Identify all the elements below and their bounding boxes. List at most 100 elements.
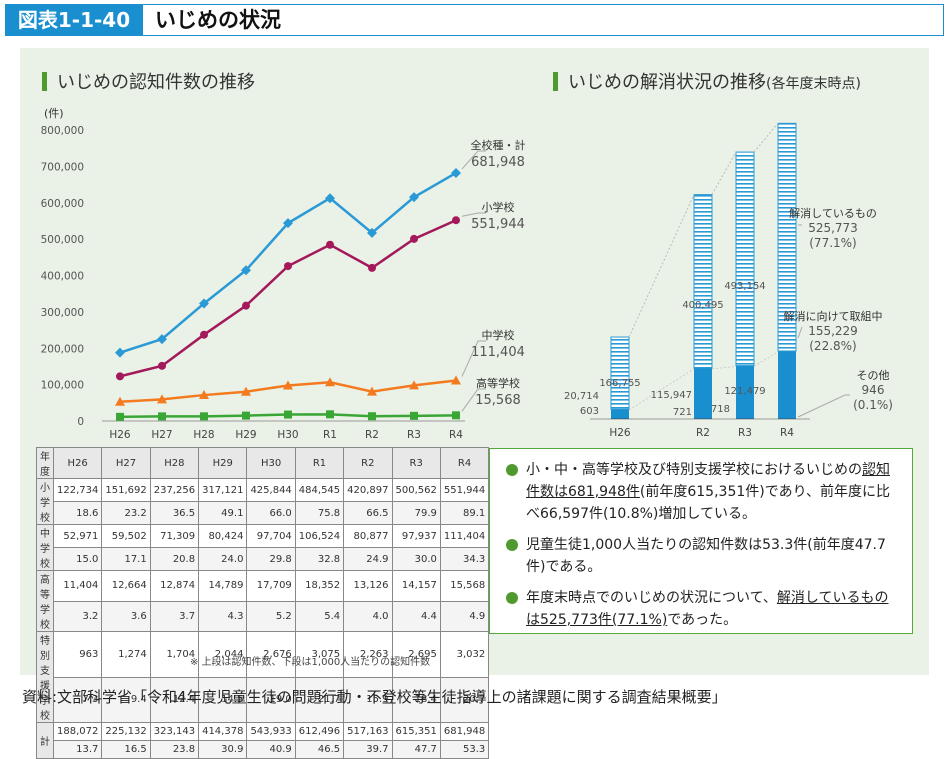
count-cell: 2,676 [246, 631, 296, 678]
legend-name: 解消に向けて取組中 [784, 309, 883, 323]
count-cell: 414,378 [198, 722, 248, 741]
data-point [451, 375, 461, 385]
count-cell: 12,664 [101, 570, 151, 602]
connector-line [711, 365, 737, 370]
column-header: H28 [149, 447, 200, 479]
data-point [158, 361, 166, 370]
count-cell: 3,032 [439, 631, 490, 678]
title-accent-bar [42, 72, 47, 91]
x-tick-label: H26 [109, 429, 131, 441]
count-cell: 225,132 [101, 722, 151, 741]
bar-value-label: 718 [711, 404, 730, 415]
connector-line [753, 123, 779, 153]
x-tick-label: R4 [780, 427, 794, 439]
y-tick-label: 800,000 [41, 125, 84, 137]
count-cell: 106,524 [294, 524, 345, 548]
leader-line [461, 212, 486, 217]
bar-segment [735, 151, 755, 367]
bar-value-label: 20,714 [564, 391, 599, 402]
data-point [367, 386, 377, 396]
data-point [200, 330, 208, 339]
x-tick-label: R1 [323, 429, 337, 441]
column-header: R2 [343, 447, 393, 479]
rate-cell: 3.2 [52, 600, 103, 632]
rate-cell: 39.7 [343, 740, 393, 759]
x-tick-label: H29 [235, 429, 256, 441]
data-point [326, 240, 334, 249]
legend-percent: (77.1%) [809, 236, 856, 250]
column-header: H26 [52, 447, 103, 479]
rate-cell: 20.7 [439, 676, 490, 723]
legend-value: 155,229 [808, 324, 858, 338]
count-cell: 963 [52, 631, 103, 678]
title-accent-bar [553, 72, 558, 91]
table-row-rate: 18.6 23.2 36.5 49.1 66.0 75.8 66.5 79.9 89.1 [37, 501, 490, 525]
leader-line [797, 394, 850, 418]
rate-cell: 75.8 [294, 501, 345, 525]
count-cell: 12,874 [149, 570, 200, 602]
count-cell: 3,075 [294, 631, 345, 678]
data-point [157, 394, 167, 404]
count-cell: 97,937 [391, 524, 441, 548]
count-cell: 97,704 [246, 524, 296, 548]
x-tick-label: H27 [151, 429, 172, 441]
count-cell: 17,709 [246, 570, 296, 602]
year-header-cell: 年度 [36, 447, 54, 479]
summary-text: (前年度615,351件)であり、前年度に比べ66,597件(10.8%)増加し… [526, 484, 891, 522]
bullet-icon [506, 592, 518, 604]
bar-segment [694, 367, 712, 419]
figure-title: いじめの状況 [145, 4, 944, 36]
rate-cell: 46.5 [294, 740, 345, 759]
rate-cell: 32.8 [294, 547, 345, 571]
table-row-rate: 3.2 3.6 3.7 4.3 5.2 5.4 4.0 4.4 4.9 [37, 600, 490, 632]
table-row-count: 高等学校 11,404 12,664 12,874 14,789 17,709 18,352… [36, 570, 490, 632]
count-cell: 543,933 [246, 722, 296, 741]
data-point [115, 396, 125, 406]
data-point [116, 412, 124, 421]
rate-cell: 4.3 [198, 600, 248, 632]
rate-cell: 13.7 [52, 740, 103, 759]
connector-line [628, 194, 695, 338]
data-point [451, 167, 461, 178]
source-note: 資料:文部科学省「令和4年度児童生徒の問題行動・不登校等生徒指導上の諸課題に関す… [22, 688, 727, 706]
data-point [368, 412, 376, 421]
series-name-label: 小学校 [482, 200, 515, 214]
count-cell: 122,734 [52, 478, 103, 502]
count-cell: 500,562 [391, 478, 441, 502]
rate-cell: 4.0 [343, 600, 393, 632]
y-tick-label: 0 [77, 416, 84, 428]
count-cell: 188,072 [52, 722, 103, 741]
connector-line [628, 368, 695, 411]
summary-text: 小・中・高等学校及び特別支援学校におけるいじめの [526, 462, 862, 478]
summary-highlight: 解消しているものは525,773件(77.1%) [526, 590, 889, 628]
rate-cell: 4.4 [391, 600, 441, 632]
rate-cell: 17.1 [101, 547, 151, 571]
rate-cell: 21.7 [294, 676, 345, 723]
count-cell: 15,568 [439, 570, 490, 602]
row-header: 計 [36, 722, 54, 759]
x-tick-label: H26 [609, 427, 631, 439]
column-header: R1 [294, 447, 345, 479]
summary-text: 児童生徒1,000人当たりの認知件数は53.3件(前年度47.7件)である。 [526, 537, 886, 575]
summary-item: 年度末時点でのいじめの状況について、解消しているものは525,773件(77.1… [506, 587, 900, 631]
data-point [284, 262, 292, 271]
count-cell: 14,789 [198, 570, 248, 602]
rate-cell: 9.4 [101, 676, 151, 723]
rate-cell: 3.6 [101, 600, 151, 632]
count-cell: 323,143 [149, 722, 200, 741]
count-cell: 517,163 [343, 722, 393, 741]
line-chart-title: いじめの認知件数の推移 [42, 68, 255, 94]
data-point [200, 412, 208, 421]
bar-segment [611, 409, 629, 419]
count-cell: 420,897 [343, 478, 393, 502]
table-row-rate: 15.0 17.1 20.8 24.0 29.8 32.8 24.9 30.0 34.3 [37, 547, 490, 571]
bar-segment [736, 418, 754, 419]
column-header: H29 [198, 447, 248, 479]
row-header: 高等学校 [36, 570, 54, 632]
data-point [241, 265, 251, 276]
rate-cell: 36.5 [149, 501, 200, 525]
rate-cell: 47.7 [391, 740, 441, 759]
rate-cell: 79.9 [391, 501, 441, 525]
table-row-count: 中学校 52,971 59,502 71,309 80,424 97,704 106,524… [36, 524, 490, 571]
table-row-count: 小学校 122,734 151,692 237,256 317,121 425,844 48… [36, 478, 490, 525]
